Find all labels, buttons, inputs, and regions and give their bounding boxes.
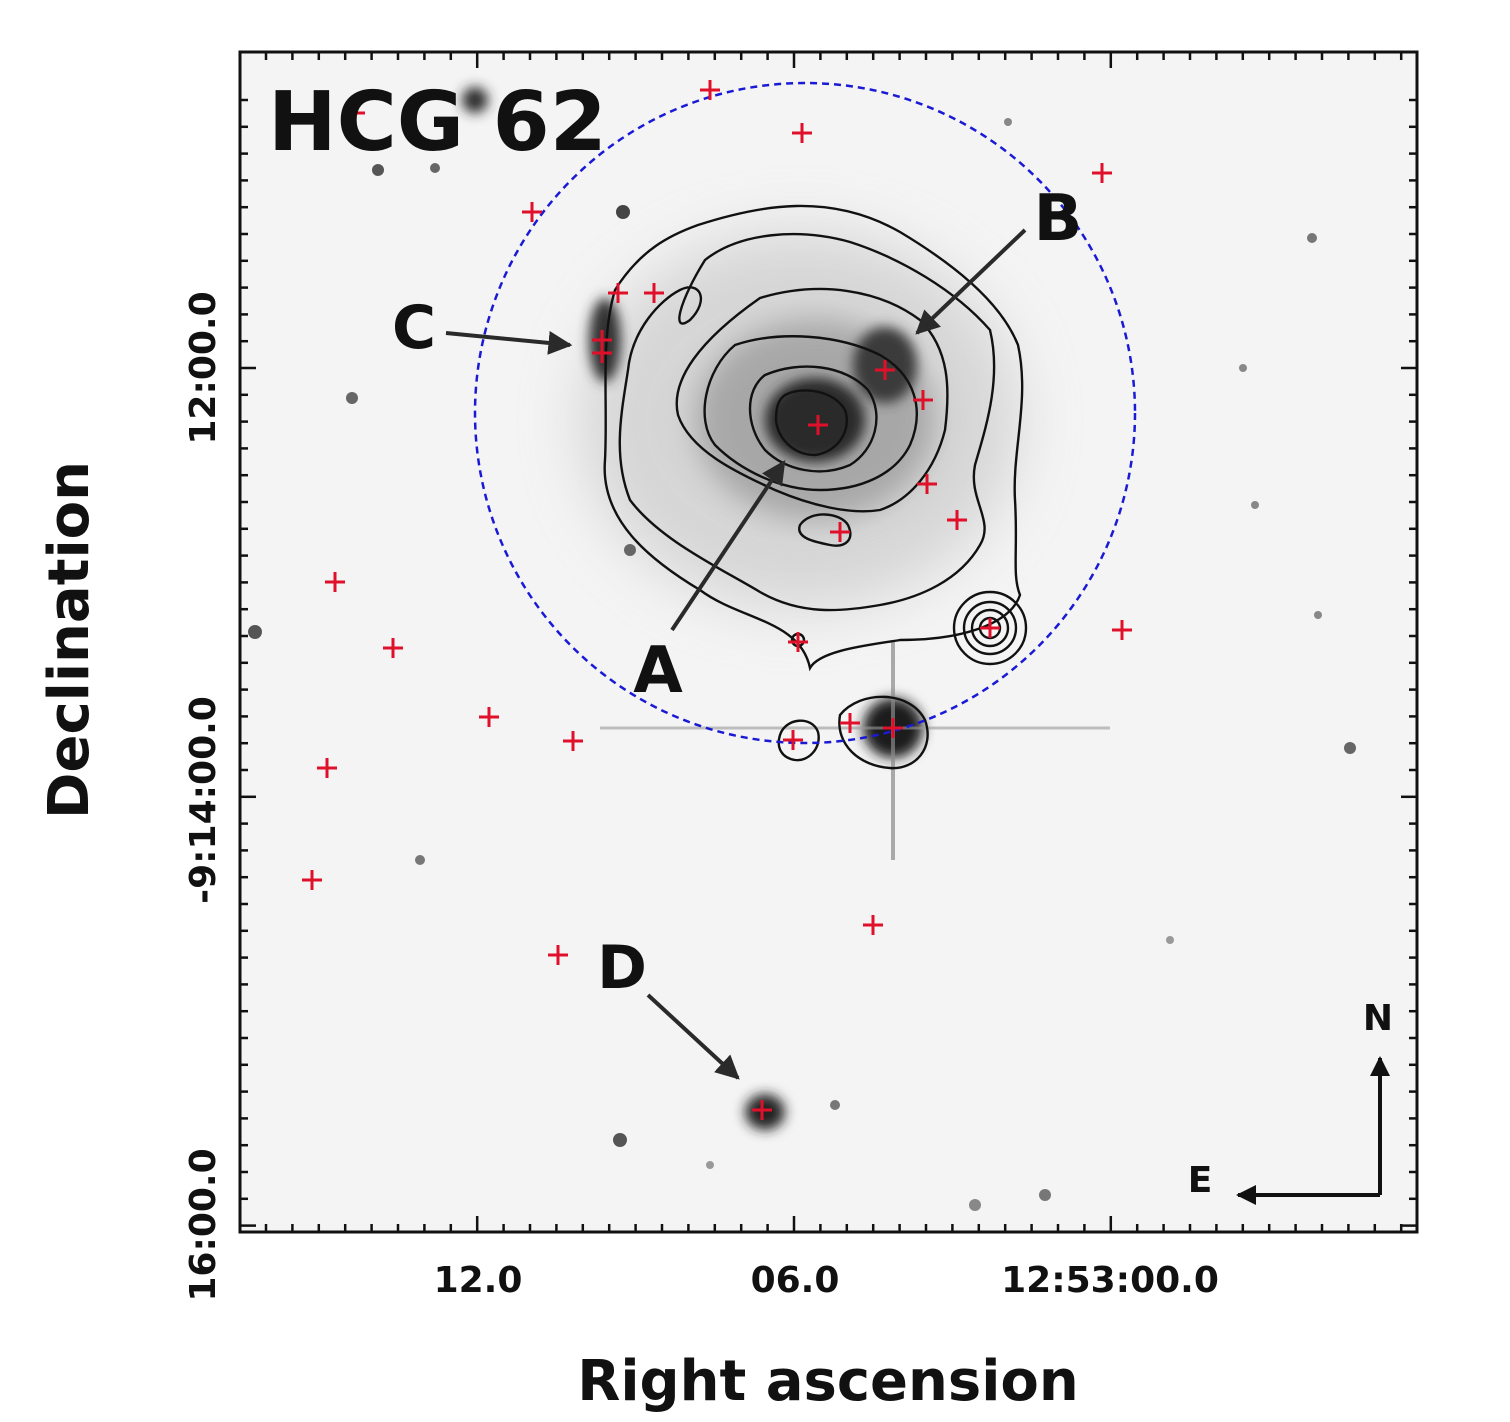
source-marker xyxy=(317,758,337,778)
compass-east-label: E xyxy=(1188,1160,1213,1201)
source-marker xyxy=(917,474,937,494)
source-marker xyxy=(345,103,365,123)
aperture-circle xyxy=(473,81,1137,745)
x-tick-label: 06.0 xyxy=(751,1260,840,1301)
source-marker xyxy=(783,730,803,750)
source-marker xyxy=(830,522,850,542)
source-markers xyxy=(302,80,1132,1120)
panel-title: HCG 62 xyxy=(268,75,607,170)
source-marker xyxy=(980,618,1000,638)
sky-image xyxy=(240,52,1417,1232)
source-marker xyxy=(1112,620,1132,640)
x-tick-label: 12:53:00.0 xyxy=(1001,1260,1219,1301)
arrow-c xyxy=(445,330,573,355)
y-tick-label: 12:00.0 xyxy=(183,291,224,444)
source-marker xyxy=(947,510,967,530)
source-marker xyxy=(548,945,568,965)
source-marker xyxy=(644,283,664,303)
x-axis-title: Right ascension xyxy=(577,1349,1079,1414)
y-axis-title: Declination xyxy=(37,461,102,819)
source-marker xyxy=(608,283,628,303)
source-marker xyxy=(563,731,583,751)
source-marker xyxy=(788,632,808,652)
axis-ticks xyxy=(240,52,1417,1232)
source-marker xyxy=(302,870,322,890)
plot-frame xyxy=(238,50,1419,1234)
source-marker xyxy=(522,202,542,222)
source-marker xyxy=(752,1100,772,1120)
source-marker xyxy=(1092,163,1112,183)
arrow-b xyxy=(915,228,1027,335)
source-marker xyxy=(479,707,499,727)
source-marker xyxy=(913,390,933,410)
arrow-d xyxy=(646,993,740,1080)
galaxy-label-c: C xyxy=(392,293,436,363)
source-marker xyxy=(808,415,828,435)
y-tick-label: 16:00.0 xyxy=(183,1148,224,1301)
galaxy-label-a: A xyxy=(633,634,683,708)
compass-north-label: N xyxy=(1363,998,1393,1039)
x-tick-label: 12.0 xyxy=(434,1260,523,1301)
source-marker xyxy=(792,123,812,143)
source-marker xyxy=(875,360,895,380)
arrow-a xyxy=(670,460,786,632)
galaxy-label-b: B xyxy=(1034,182,1083,256)
source-marker xyxy=(840,713,860,733)
xray-contours xyxy=(603,204,1028,770)
source-marker xyxy=(325,572,345,592)
y-tick-label: -9:14:00.0 xyxy=(183,696,224,904)
source-marker xyxy=(863,915,883,935)
source-marker xyxy=(883,718,903,738)
source-marker xyxy=(383,638,403,658)
galaxy-label-d: D xyxy=(597,933,647,1003)
galaxy-d-blob xyxy=(745,1094,785,1130)
source-marker xyxy=(700,80,720,100)
source-marker xyxy=(592,343,612,363)
